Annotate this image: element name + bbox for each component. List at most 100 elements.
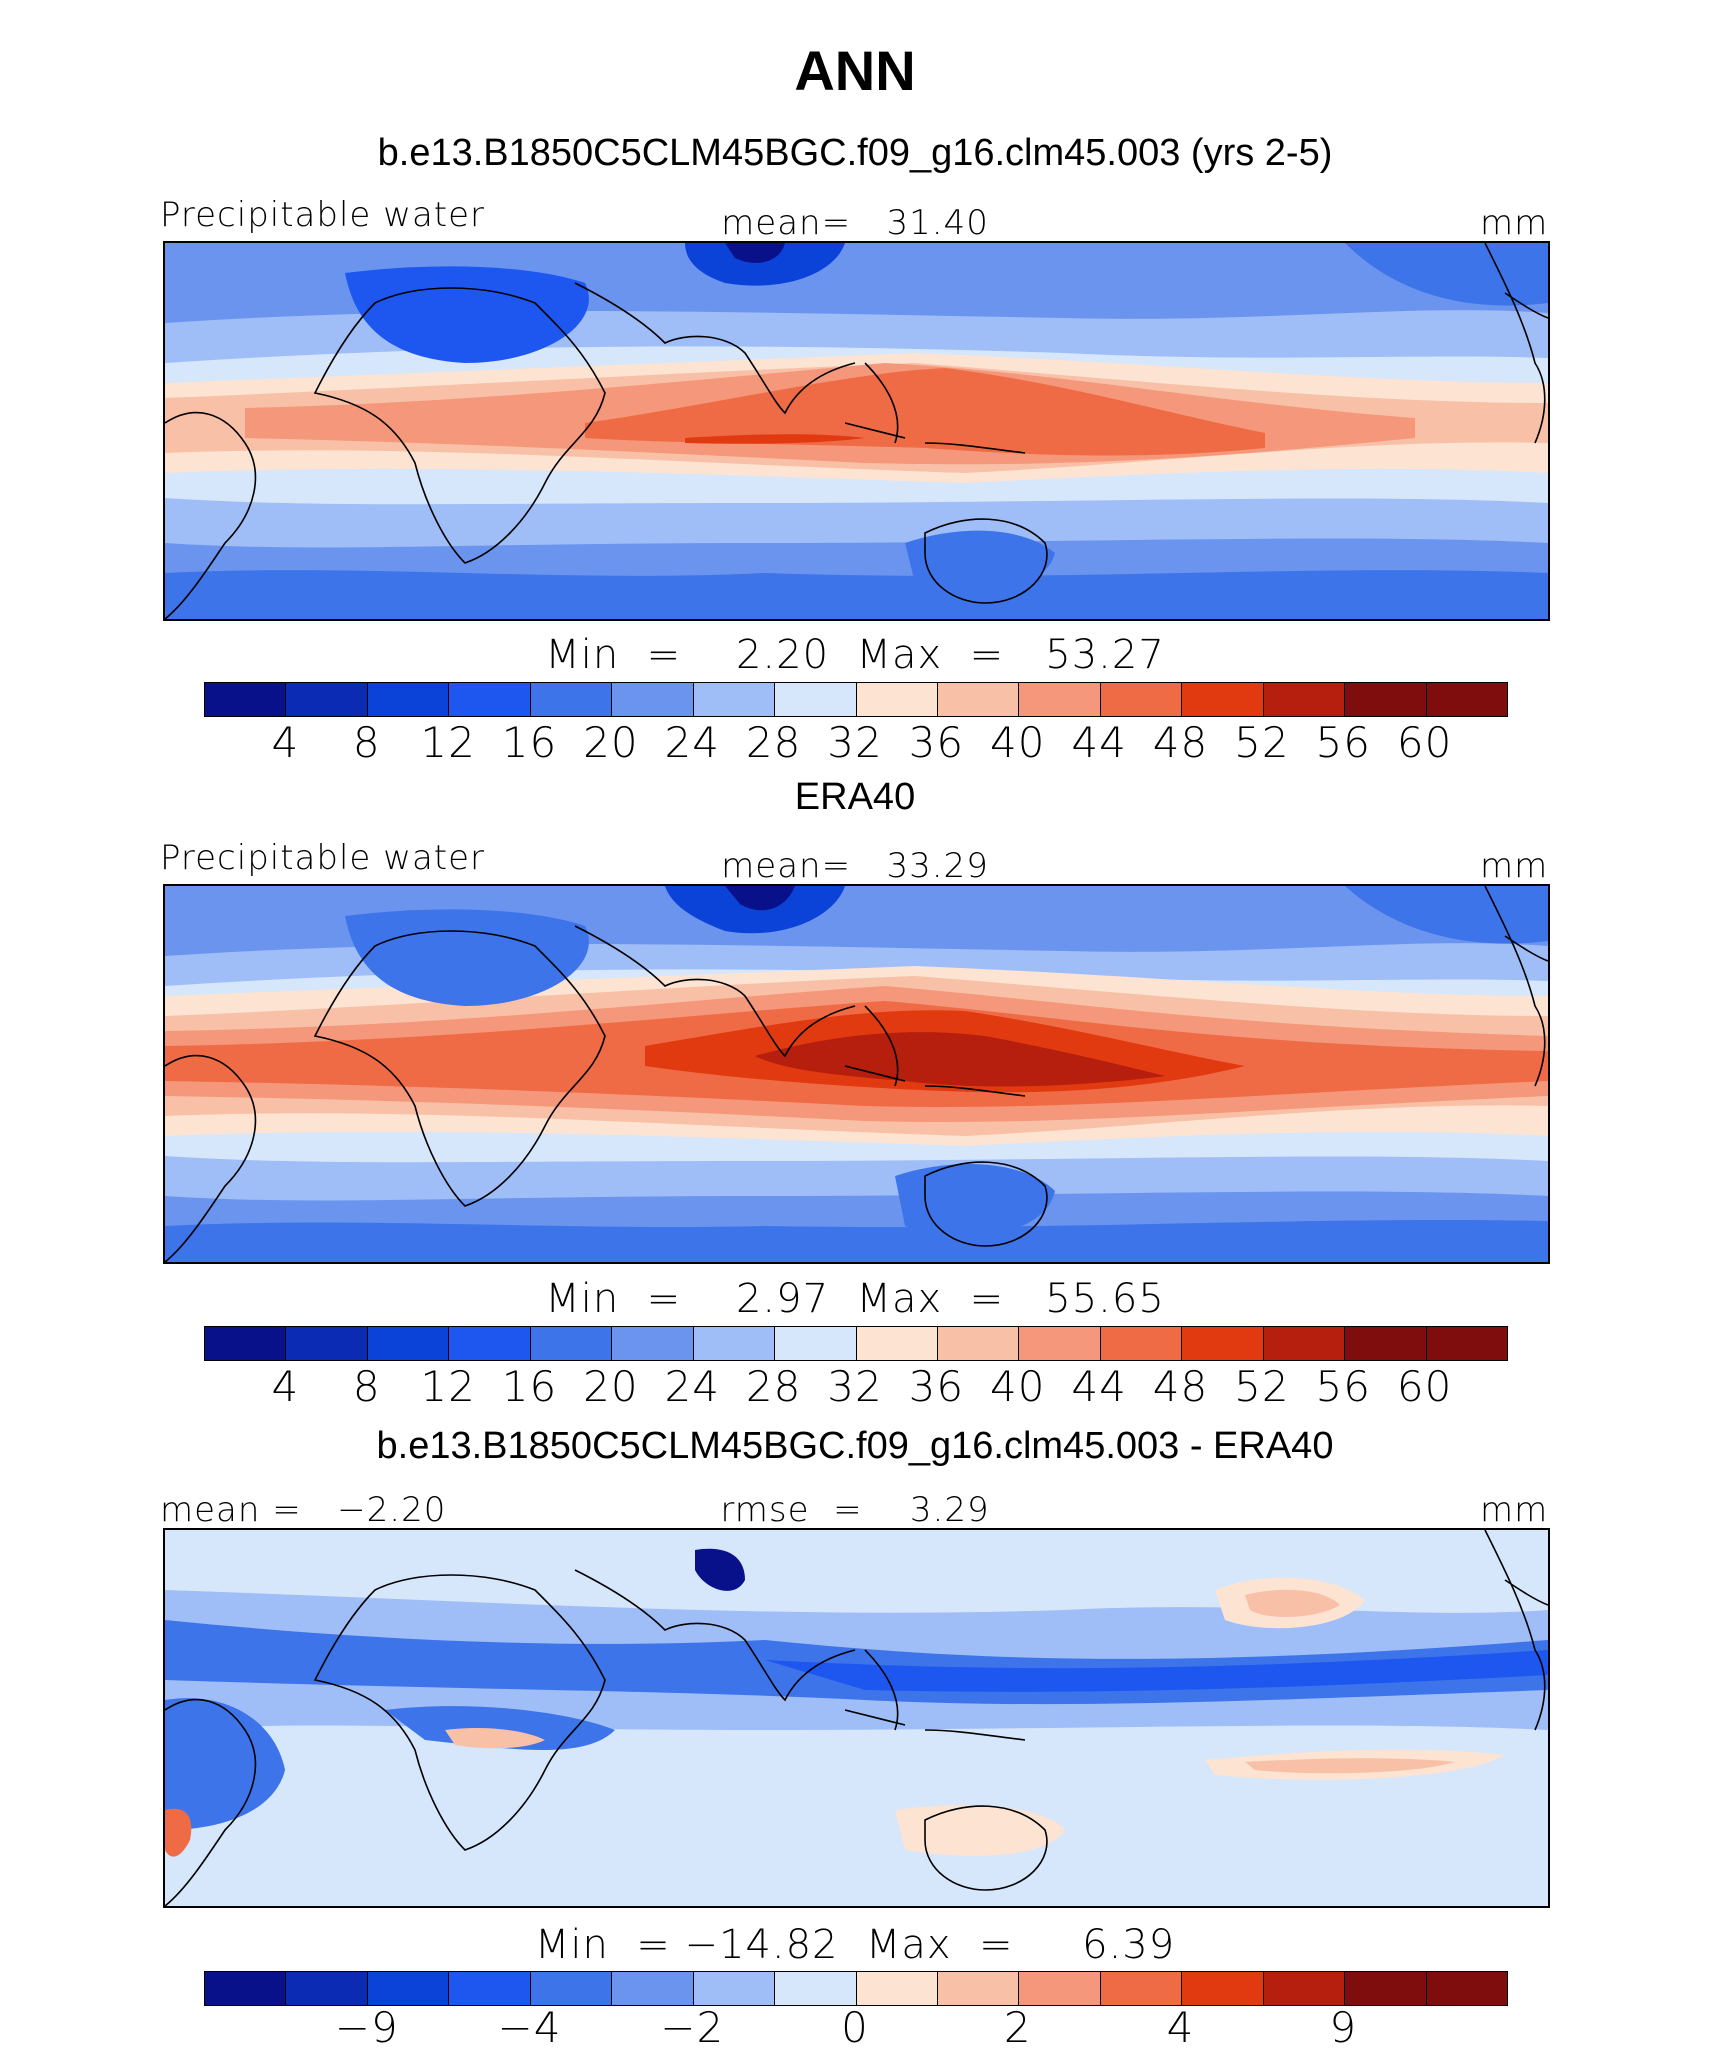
colorbar-bin <box>775 683 857 716</box>
colorbar-tick-label: 44 <box>1071 1362 1127 1411</box>
coastlines <box>165 1530 1548 1906</box>
colorbar-tick-label: −9 <box>334 2003 399 2052</box>
panel-3-mean-label: mean = −2.20 <box>160 1490 447 1530</box>
colorbar-tick-label: 48 <box>1152 1362 1209 1411</box>
panel-2-map <box>163 884 1550 1264</box>
colorbar-tick-label: 12 <box>420 718 476 767</box>
colorbar-tick-label: 32 <box>827 1362 883 1411</box>
colorbar-tick-label: 2 <box>1003 2003 1032 2052</box>
figure-title: ANN <box>794 39 916 102</box>
colorbar-tick-label: 24 <box>664 718 720 767</box>
colorbar-tick-label: 20 <box>583 1362 639 1411</box>
colorbar-bin <box>612 1972 694 2005</box>
panel-3-colorbar-ticks: −9 −4 −2 0 2 4 9 <box>204 2003 1506 2053</box>
colorbar-bin <box>286 1972 368 2005</box>
colorbar-tick-label: 48 <box>1152 718 1209 767</box>
colorbar-tick-label: 16 <box>501 1362 558 1411</box>
colorbar-bin <box>205 1972 287 2005</box>
colorbar-bin <box>286 1327 368 1360</box>
panel-1-mean-label: mean= 31.40 <box>721 203 989 243</box>
colorbar-bin <box>1182 1972 1264 2005</box>
colorbar-bin <box>1263 1972 1346 2005</box>
colorbar-bin <box>1263 1327 1346 1360</box>
colorbar-tick-label: 16 <box>501 718 558 767</box>
colorbar-tick-label: 36 <box>908 1362 965 1411</box>
panel-2-colorbar-ticks: 4 8 12 16 20 24 28 32 36 40 44 48 52 56 60 <box>204 1362 1506 1412</box>
colorbar-bin <box>1263 683 1346 716</box>
colorbar-bin <box>286 683 368 716</box>
panel-3-units-label: mm <box>1480 1490 1549 1530</box>
colorbar-bin <box>367 1327 450 1360</box>
panel-2-colorbar <box>204 1326 1508 1361</box>
colorbar-bin <box>1019 683 1101 716</box>
panel-1-map <box>163 241 1550 621</box>
colorbar-bin <box>1426 1327 1507 1360</box>
panel-2-variable-label: Precipitable water <box>160 838 486 878</box>
colorbar-bin <box>937 1972 1020 2005</box>
colorbar-tick-label: 56 <box>1315 1362 1371 1411</box>
colorbar-tick-label: 32 <box>827 718 883 767</box>
panel-3-case-title: b.e13.B1850C5CLM45BGC.f09_g16.clm45.003 … <box>376 1425 1334 1467</box>
colorbar-tick-label: 12 <box>420 1362 476 1411</box>
coastlines <box>165 886 1548 1262</box>
colorbar-tick-label: 60 <box>1396 718 1453 767</box>
panel-1-units-label: mm <box>1480 203 1549 243</box>
colorbar-tick-label: 52 <box>1234 718 1290 767</box>
colorbar-bin <box>612 683 694 716</box>
colorbar-bin <box>449 1327 531 1360</box>
colorbar-bin <box>1019 1327 1101 1360</box>
panel-2-mean-label: mean= 33.29 <box>721 846 989 886</box>
colorbar-tick-label: 40 <box>990 1362 1046 1411</box>
panel-2-units-label: mm <box>1480 846 1549 886</box>
panel-1-variable-label: Precipitable water <box>160 195 486 235</box>
colorbar-bin <box>856 1327 938 1360</box>
colorbar-tick-label: 28 <box>745 1362 802 1411</box>
panel-1-colorbar <box>204 682 1508 717</box>
panel-3-map <box>163 1528 1550 1908</box>
colorbar-bin <box>367 1972 450 2005</box>
colorbar-bin <box>693 1327 776 1360</box>
colorbar-bin <box>937 1327 1020 1360</box>
colorbar-bin <box>856 1972 938 2005</box>
panel-2-case-title: ERA40 <box>794 776 916 818</box>
colorbar-tick-label: −2 <box>660 2003 725 2052</box>
colorbar-tick-label: 8 <box>352 718 381 767</box>
panel-1-case-title: b.e13.B1850C5CLM45BGC.f09_g16.clm45.003 … <box>377 132 1333 174</box>
colorbar-bin <box>937 683 1020 716</box>
colorbar-bin <box>1426 1972 1507 2005</box>
coastlines <box>165 243 1548 619</box>
colorbar-bin <box>1182 683 1264 716</box>
colorbar-bin <box>775 1327 857 1360</box>
colorbar-bin <box>449 1972 531 2005</box>
panel-3-min-max: Min = −14.82 Max = 6.39 <box>534 1922 1176 1968</box>
colorbar-bin <box>367 683 450 716</box>
colorbar-bin <box>693 1972 776 2005</box>
colorbar-tick-label: 4 <box>271 1362 300 1411</box>
colorbar-bin <box>205 683 287 716</box>
colorbar-bin <box>1100 1327 1183 1360</box>
colorbar-bin <box>1100 1972 1183 2005</box>
colorbar-bin <box>1182 1327 1264 1360</box>
colorbar-bin <box>530 1972 613 2005</box>
colorbar-tick-label: 44 <box>1071 718 1127 767</box>
contour-fills <box>165 886 1548 1262</box>
contour-fills <box>165 1548 1548 1857</box>
contour-fills <box>165 243 1548 619</box>
colorbar-tick-label: 9 <box>1329 2003 1358 2052</box>
colorbar-tick-label: 40 <box>990 718 1046 767</box>
colorbar-bin <box>1345 1972 1427 2005</box>
colorbar-tick-label: 36 <box>908 718 965 767</box>
colorbar-tick-label: 0 <box>841 2003 869 2052</box>
colorbar-tick-label: 8 <box>352 1362 381 1411</box>
panel-1-min-max: Min = 2.20 Max = 53.27 <box>545 632 1165 678</box>
colorbar-bin <box>693 683 776 716</box>
colorbar-bin <box>775 1972 857 2005</box>
colorbar-bin <box>612 1327 694 1360</box>
colorbar-bin <box>1345 683 1427 716</box>
colorbar-tick-label: 52 <box>1234 1362 1290 1411</box>
colorbar-bin <box>449 683 531 716</box>
panel-3-rmse-label: rmse = 3.29 <box>720 1490 990 1530</box>
colorbar-bin <box>1345 1327 1427 1360</box>
colorbar-bin <box>530 1327 613 1360</box>
panel-3-colorbar <box>204 1971 1508 2006</box>
